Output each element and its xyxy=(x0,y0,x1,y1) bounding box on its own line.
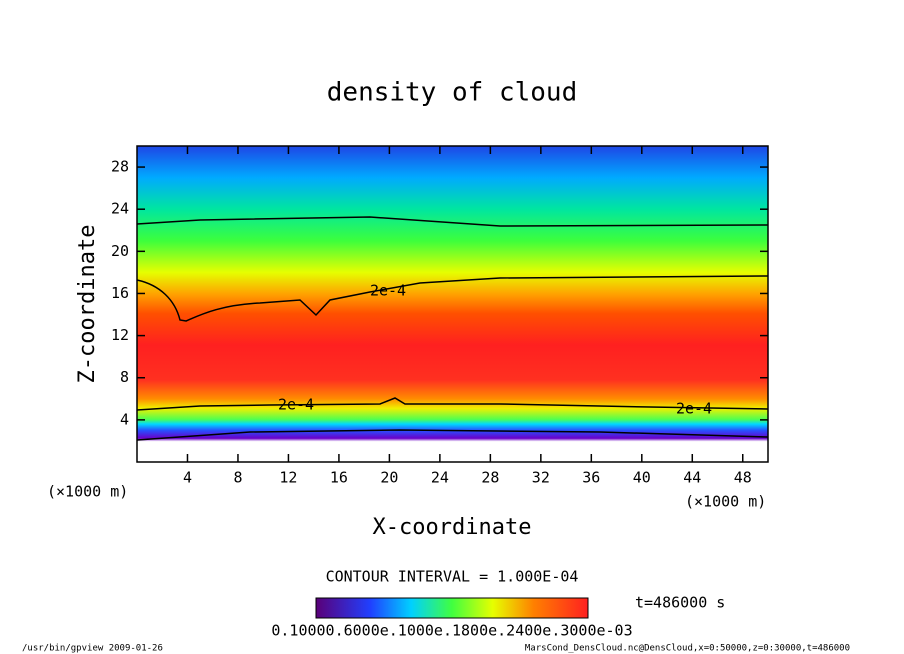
x-tick-label: 24 xyxy=(431,469,449,487)
x-tick-label: 48 xyxy=(734,469,752,487)
x-tick-label: 12 xyxy=(279,469,297,487)
y-tick-label: 12 xyxy=(111,326,129,344)
x-tick-label: 36 xyxy=(582,469,600,487)
y-unit: (×1000 m) xyxy=(47,483,128,501)
x-tick-label: 28 xyxy=(481,469,499,487)
y-axis-label: Z-coordinate xyxy=(75,225,100,384)
y-tick-label: 4 xyxy=(120,410,129,428)
contour-line xyxy=(136,275,769,322)
x-tick-label: 44 xyxy=(683,469,701,487)
contour-line xyxy=(136,397,769,411)
x-tick-label: 16 xyxy=(330,469,348,487)
field xyxy=(137,146,768,462)
contour-label: 2e-4 xyxy=(370,282,406,300)
colorbar xyxy=(315,597,589,619)
y-tick-label: 24 xyxy=(111,200,129,218)
contour-interval: CONTOUR INTERVAL = 1.000E-04 xyxy=(326,568,579,586)
contour-line xyxy=(136,429,769,441)
x-tick-label: 32 xyxy=(532,469,550,487)
contours xyxy=(136,216,769,441)
contour-label: 2e-4 xyxy=(676,400,712,418)
x-unit: (×1000 m) xyxy=(685,493,766,511)
x-tick-label: 4 xyxy=(183,469,192,487)
chart-title: density of cloud xyxy=(327,78,577,108)
contour-label: 2e-4 xyxy=(278,396,314,414)
footer-left: /usr/bin/gpview 2009-01-26 xyxy=(22,644,163,654)
x-tick-label: 20 xyxy=(380,469,398,487)
plot-frame xyxy=(136,145,769,463)
y-tick-label: 8 xyxy=(120,368,129,386)
contour-line xyxy=(136,216,769,227)
colorbar-label: 0.10000.6000e.1000e.1800e.2400e.3000e-03 xyxy=(271,622,632,640)
x-tick-label: 8 xyxy=(233,469,242,487)
x-tick-label: 40 xyxy=(633,469,651,487)
y-tick-label: 16 xyxy=(111,284,129,302)
x-axis-label: X-coordinate xyxy=(373,515,532,540)
y-tick-label: 20 xyxy=(111,242,129,260)
time-label: t=486000 s xyxy=(635,594,725,612)
y-tick-label: 28 xyxy=(111,158,129,176)
footer-right: MarsCond_DensCloud.nc@DensCloud,x=0:5000… xyxy=(525,644,850,654)
